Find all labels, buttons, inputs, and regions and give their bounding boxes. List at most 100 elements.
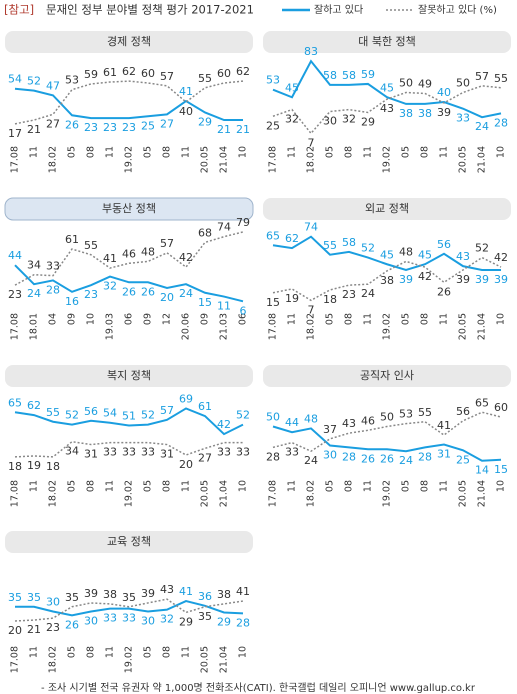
data-label: 27 <box>46 117 60 130</box>
data-label: 20 <box>160 291 174 304</box>
data-label: 33 <box>46 260 60 273</box>
data-label: 33 <box>103 446 117 459</box>
x-tick-label: 08 <box>162 146 173 158</box>
x-tick-label: 19.03 <box>105 313 116 340</box>
data-label: 46 <box>361 414 375 427</box>
data-label: 34 <box>27 259 41 272</box>
data-label: 24 <box>304 454 318 467</box>
data-label: 53 <box>65 74 79 87</box>
data-label: 33 <box>122 612 136 625</box>
data-label: 20 <box>8 624 22 637</box>
data-label: 62 <box>122 65 136 78</box>
data-label: 27 <box>198 451 212 464</box>
panel-title: 외교 정책 <box>365 202 409 215</box>
x-tick-label: 05 <box>67 646 78 658</box>
data-label: 45 <box>380 81 394 94</box>
x-tick-label: 08 <box>420 146 431 158</box>
data-label: 65 <box>475 396 489 409</box>
data-label: 42 <box>418 270 432 283</box>
x-tick-label: 11 <box>105 146 116 158</box>
data-label: 26 <box>65 618 79 631</box>
data-label: 41 <box>103 252 117 265</box>
data-label: 30 <box>323 449 337 462</box>
data-label: 15 <box>494 463 508 476</box>
data-label: 42 <box>179 251 193 264</box>
x-tick-label: 10 <box>238 480 249 492</box>
panel-title: 교육 정책 <box>107 535 151 548</box>
series-line <box>272 425 502 462</box>
data-label: 25 <box>266 119 280 132</box>
x-tick-label: 18.02 <box>306 313 317 340</box>
data-label: 28 <box>266 450 280 463</box>
data-label: 24 <box>27 287 41 300</box>
x-tick-label: 06 <box>124 313 135 325</box>
x-tick-label: 08 <box>162 646 173 658</box>
data-label: 6 <box>240 304 247 317</box>
x-tick-label: 06 <box>238 313 249 325</box>
data-label: 52 <box>475 242 489 255</box>
x-tick-label: 18.02 <box>306 146 317 173</box>
x-tick-label: 21.04 <box>219 146 230 173</box>
series-line <box>272 411 502 453</box>
data-label: 32 <box>103 280 117 293</box>
x-tick-label: 10 <box>496 480 507 492</box>
legend-label: 잘하고 있다 <box>314 3 363 16</box>
data-label: 25 <box>456 453 470 466</box>
data-label: 29 <box>361 115 375 128</box>
x-tick-label: 11 <box>287 480 298 492</box>
data-label: 44 <box>8 249 22 262</box>
x-tick-label: 18.02 <box>48 480 59 507</box>
data-label: 31 <box>84 448 98 461</box>
x-tick-label: 11 <box>363 146 374 158</box>
x-tick-label: 11 <box>181 646 192 658</box>
data-label: 24 <box>399 454 413 467</box>
panel-header <box>263 198 511 220</box>
series-line <box>272 59 502 119</box>
data-label: 35 <box>65 591 79 604</box>
data-label: 39 <box>494 273 508 286</box>
data-label: 41 <box>179 585 193 598</box>
data-label: 23 <box>342 288 356 301</box>
panel-header <box>4 197 254 221</box>
data-label: 55 <box>84 239 98 252</box>
series-line <box>272 256 502 302</box>
data-label: 26 <box>361 452 375 465</box>
data-label: 54 <box>103 407 117 420</box>
data-label: 31 <box>160 448 174 461</box>
data-label: 27 <box>160 117 174 130</box>
data-label: 21 <box>27 123 41 136</box>
x-tick-label: 19.02 <box>124 646 135 673</box>
data-label: 41 <box>437 419 451 432</box>
data-label: 35 <box>198 610 212 623</box>
x-tick-label: 11 <box>105 480 116 492</box>
data-label: 65 <box>266 229 280 242</box>
x-tick-label: 20.05 <box>200 646 211 673</box>
panel-header <box>5 531 253 553</box>
data-label: 55 <box>323 239 337 252</box>
data-label: 30 <box>323 115 337 128</box>
data-label: 45 <box>380 248 394 261</box>
data-label: 50 <box>380 411 394 424</box>
x-tick-label: 18.02 <box>48 646 59 673</box>
x-tick-label: 11 <box>439 146 450 158</box>
x-tick-label: 09 <box>200 313 211 325</box>
data-label: 62 <box>285 232 299 245</box>
legend-label: 잘못하고 있다 (%) <box>418 3 497 16</box>
x-tick-label: 10 <box>238 146 249 158</box>
x-tick-label: 11 <box>363 480 374 492</box>
x-tick-label: 05 <box>143 646 154 658</box>
data-label: 51 <box>122 410 136 423</box>
x-tick-label: 19.02 <box>382 480 393 507</box>
x-tick-label: 05 <box>67 480 78 492</box>
header-tag: [참고] <box>4 3 34 17</box>
data-label: 52 <box>361 242 375 255</box>
data-label: 39 <box>456 273 470 286</box>
x-tick-label: 11 <box>181 480 192 492</box>
data-label: 52 <box>141 409 155 422</box>
x-tick-label: 08 <box>344 480 355 492</box>
data-label: 35 <box>27 591 41 604</box>
data-label: 33 <box>141 446 155 459</box>
data-label: 48 <box>141 245 155 258</box>
data-label: 24 <box>475 120 489 133</box>
x-tick-label: 11 <box>29 480 40 492</box>
